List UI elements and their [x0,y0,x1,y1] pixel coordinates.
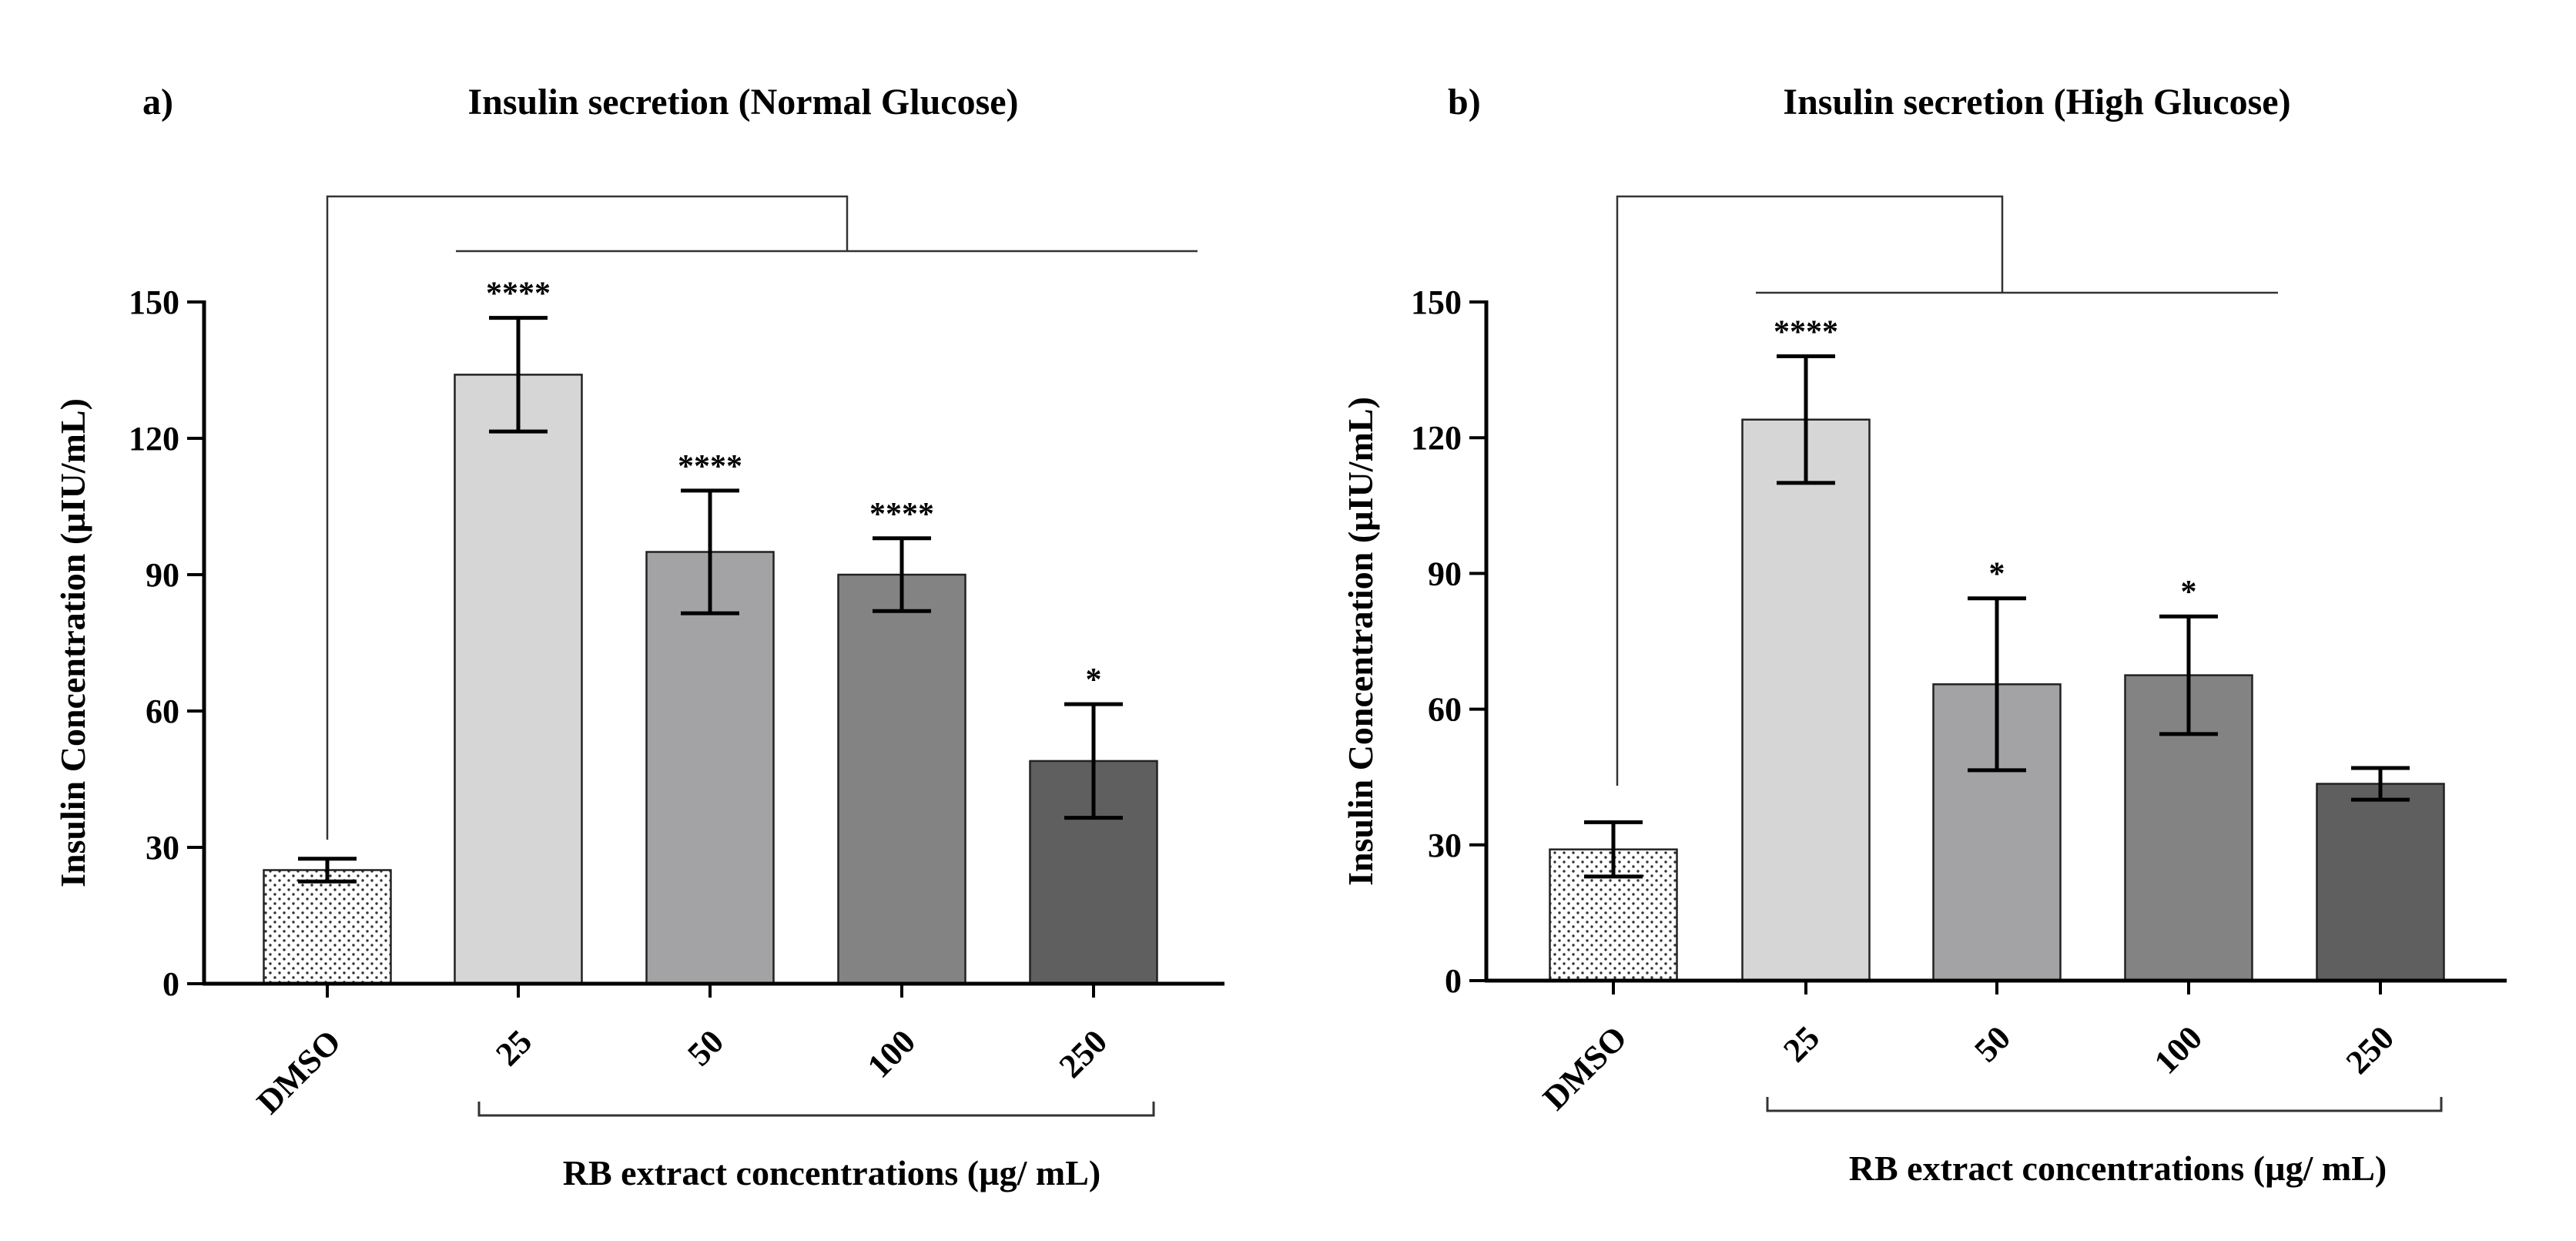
group-bracket [1766,1097,2443,1112]
x-axis-label: RB extract concentrations (µg/ mL) [563,1153,1100,1192]
x-tick-label: 100 [2147,1018,2209,1081]
x-tick-label: 250 [1052,1022,1114,1085]
x-tick-label: 50 [1967,1018,2018,1069]
x-tick-label: 250 [2339,1018,2401,1081]
y-tick-label: 30 [1428,827,1462,864]
panel-b: b) Insulin secretion (High Glucose)DMSO**… [1341,82,2507,1188]
panel-label: a) [142,82,173,122]
x-tick-label: 25 [1776,1018,1827,1069]
significance-label: **** [1774,314,1838,350]
y-tick-label: 150 [1411,283,1462,321]
y-tick-label: 150 [129,283,179,321]
panel-label: b) [1448,82,1481,122]
bar-100 [837,573,966,985]
y-tick-label: 60 [1428,691,1462,729]
y-tick-label: 90 [1428,555,1462,592]
y-tick-label: 120 [1411,419,1462,457]
group-bracket [477,1102,1155,1117]
bar-250 [2316,783,2445,982]
y-tick-label: 60 [146,693,179,730]
x-axis-label: RB extract concentrations (µg/ mL) [1849,1149,2387,1188]
y-tick-label: 0 [1445,962,1462,1000]
chart-title: Insulin secretion (High Glucose) [1783,82,2290,122]
y-axis-label: Insulin Concentration (µIU/mL) [53,398,92,887]
significance-label: * [1086,662,1102,698]
significance-label: **** [678,449,742,485]
chart-title: Insulin secretion (Normal Glucose) [467,82,1018,122]
bar-50 [645,551,775,985]
y-tick-label: 90 [146,556,179,594]
significance-label: **** [486,277,551,312]
y-axis-label: Insulin Concentration (µIU/mL) [1341,397,1380,886]
y-tick-label: 0 [162,965,179,1003]
bar-25 [454,374,583,985]
x-tick-label: 25 [488,1022,539,1073]
x-tick-label: DMSO [250,1022,348,1121]
comparison-bracket-line [326,195,849,840]
y-tick-label: 120 [129,420,179,458]
bar-DMSO [263,869,392,985]
panel-a: a) Insulin secretion (Normal Glucose) DMSO… [53,82,1224,1192]
y-tick-label: 30 [146,829,179,867]
bar-25 [1741,418,1871,982]
x-tick-label: 50 [680,1022,731,1073]
significance-label: * [2181,575,2197,610]
comparison-bracket-line [1616,195,2004,786]
significance-label: **** [869,497,934,532]
x-tick-label: 100 [860,1022,923,1085]
x-tick-label: DMSO [1536,1018,1634,1117]
significance-label: * [1989,557,2005,592]
